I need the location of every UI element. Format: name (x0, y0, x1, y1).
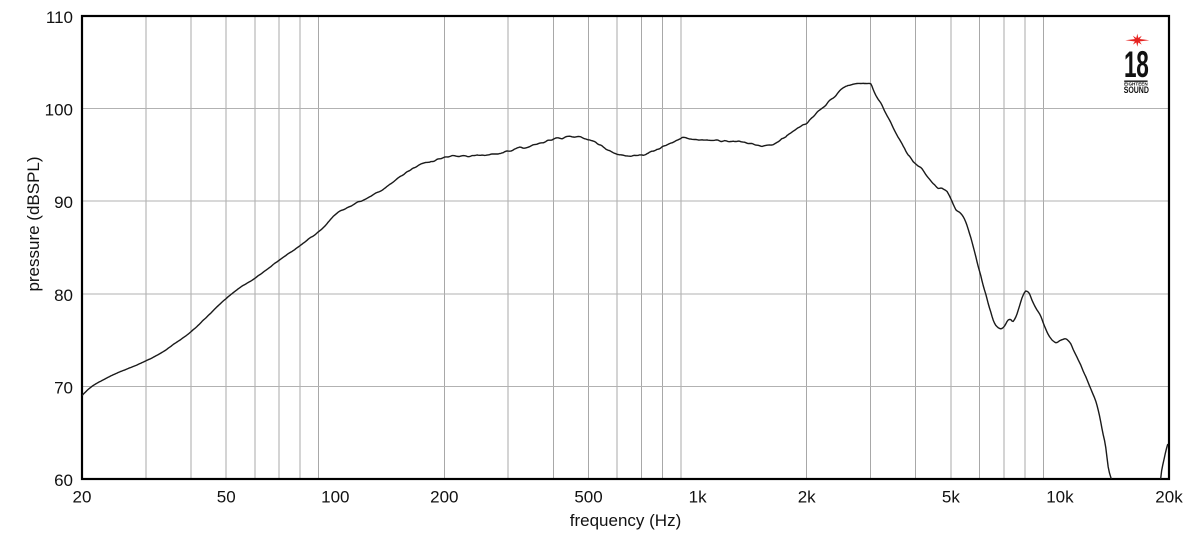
svg-text:SOUND: SOUND (1124, 85, 1149, 95)
svg-text:500: 500 (574, 488, 602, 507)
svg-text:60: 60 (54, 471, 73, 490)
svg-text:100: 100 (321, 488, 349, 507)
svg-text:frequency (Hz): frequency (Hz) (570, 511, 681, 530)
svg-text:110: 110 (46, 8, 73, 27)
svg-text:200: 200 (430, 488, 458, 507)
svg-text:10k: 10k (1046, 488, 1074, 507)
svg-text:5k: 5k (942, 488, 960, 507)
svg-text:EIGHTEEN: EIGHTEEN (1124, 82, 1148, 87)
svg-text:pressure (dBSPL): pressure (dBSPL) (24, 156, 43, 291)
svg-text:20: 20 (73, 488, 92, 507)
svg-text:100: 100 (45, 101, 73, 120)
svg-text:2k: 2k (798, 488, 816, 507)
svg-text:18: 18 (1124, 44, 1149, 85)
svg-text:50: 50 (217, 488, 236, 507)
svg-text:90: 90 (54, 193, 73, 212)
svg-text:70: 70 (54, 378, 73, 397)
svg-text:1k: 1k (689, 488, 707, 507)
svg-text:80: 80 (54, 286, 73, 305)
svg-text:20k: 20k (1155, 488, 1183, 507)
